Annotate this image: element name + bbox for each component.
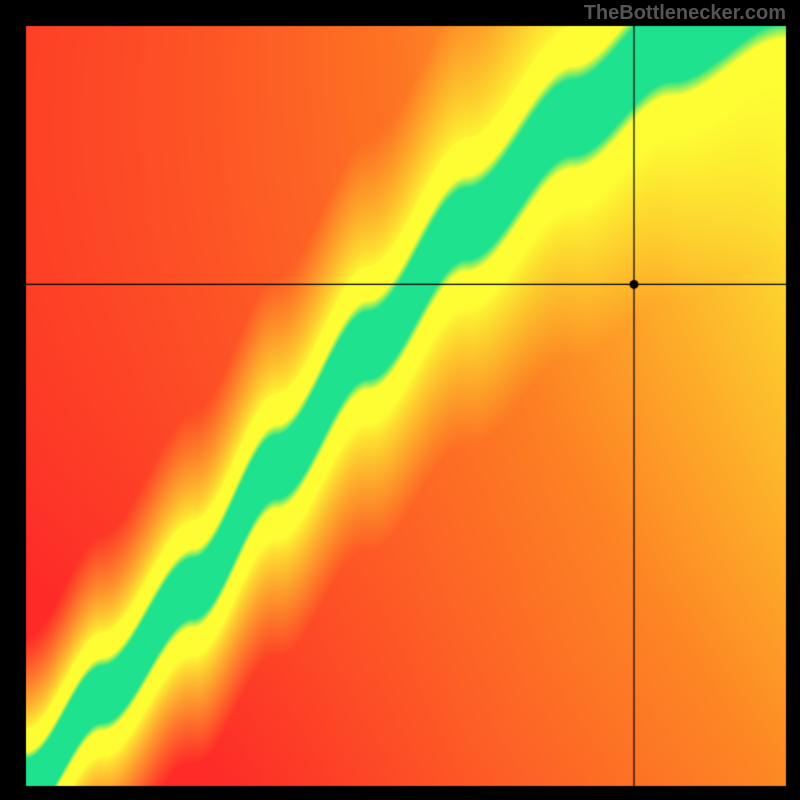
- heatmap-canvas: [0, 0, 800, 800]
- watermark-text: TheBottlenecker.com: [584, 2, 786, 25]
- chart-container: TheBottlenecker.com: [0, 0, 800, 800]
